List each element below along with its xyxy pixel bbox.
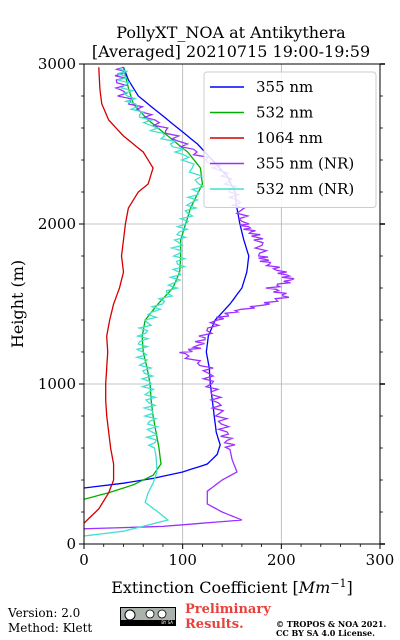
y-tick-label-3: 3000 — [38, 55, 76, 73]
plot-frame — [83, 63, 381, 545]
y-tick-label-0: 0 — [66, 535, 76, 553]
legend-label-1: 532 nm — [256, 104, 313, 122]
x-tick-label-0: 0 — [79, 551, 89, 569]
legend-label-3: 355 nm (NR) — [256, 155, 354, 173]
x-tick-label-2: 200 — [267, 551, 296, 569]
x-tick-label-1: 100 — [168, 551, 197, 569]
prelim-line-2: Results. — [185, 617, 244, 632]
chart-area: PollyXT_NOA at Antikythera [Averaged] 20… — [8, 23, 395, 597]
cc-badge-text: BY SA — [121, 620, 175, 625]
cc-license-badge: BY SA — [120, 607, 176, 626]
copyright-line-2: CC BY SA 4.0 License. — [276, 628, 375, 638]
prelim-line-1: Preliminary — [185, 602, 271, 617]
version-text: Version: 2.0 — [8, 606, 81, 620]
x-axis-label-main: Extinction Coefficient [ — [111, 578, 299, 597]
series-line-2 — [83, 67, 154, 524]
series-line-1 — [83, 67, 204, 500]
chart-subtitle: [Averaged] 20210715 19:00-19:59 — [92, 42, 370, 61]
y-tick-label-2: 2000 — [38, 215, 76, 233]
legend-label-4: 532 nm (NR) — [256, 180, 354, 198]
series-line-4 — [83, 66, 207, 537]
x-axis-label-unit: Mm — [298, 578, 331, 597]
preliminary-results-note: Preliminary Results. — [185, 602, 271, 632]
cc-icon — [124, 609, 167, 620]
legend-label-2: 1064 nm — [256, 129, 323, 147]
chart-title: PollyXT_NOA at Antikythera — [116, 23, 346, 42]
x-tick-label-3: 300 — [366, 551, 395, 569]
series-line-0 — [83, 66, 250, 489]
legend: 355 nm 532 nm 1064 nm 355 nm (NR) 532 nm (NR… — [203, 71, 377, 208]
legend-box — [203, 71, 377, 208]
y-axis-label: Height (m) — [8, 260, 27, 348]
y-tick-label-1: 1000 — [38, 375, 76, 393]
copyright-line-1: © TROPOS & NOA 2021. — [276, 619, 387, 629]
legend-label-0: 355 nm — [256, 78, 313, 96]
x-axis-label: Extinction Coefficient [Mm−1] — [111, 577, 353, 597]
footer-info: Version: 2.0 Method: Klett — [8, 606, 92, 636]
x-axis-label-close: ] — [347, 578, 353, 597]
x-axis-label-exponent: −1 — [330, 577, 346, 590]
copyright-note: © TROPOS & NOA 2021. CC BY SA 4.0 Licens… — [276, 620, 386, 638]
method-text: Method: Klett — [8, 621, 93, 635]
axis-ticks — [79, 63, 385, 549]
